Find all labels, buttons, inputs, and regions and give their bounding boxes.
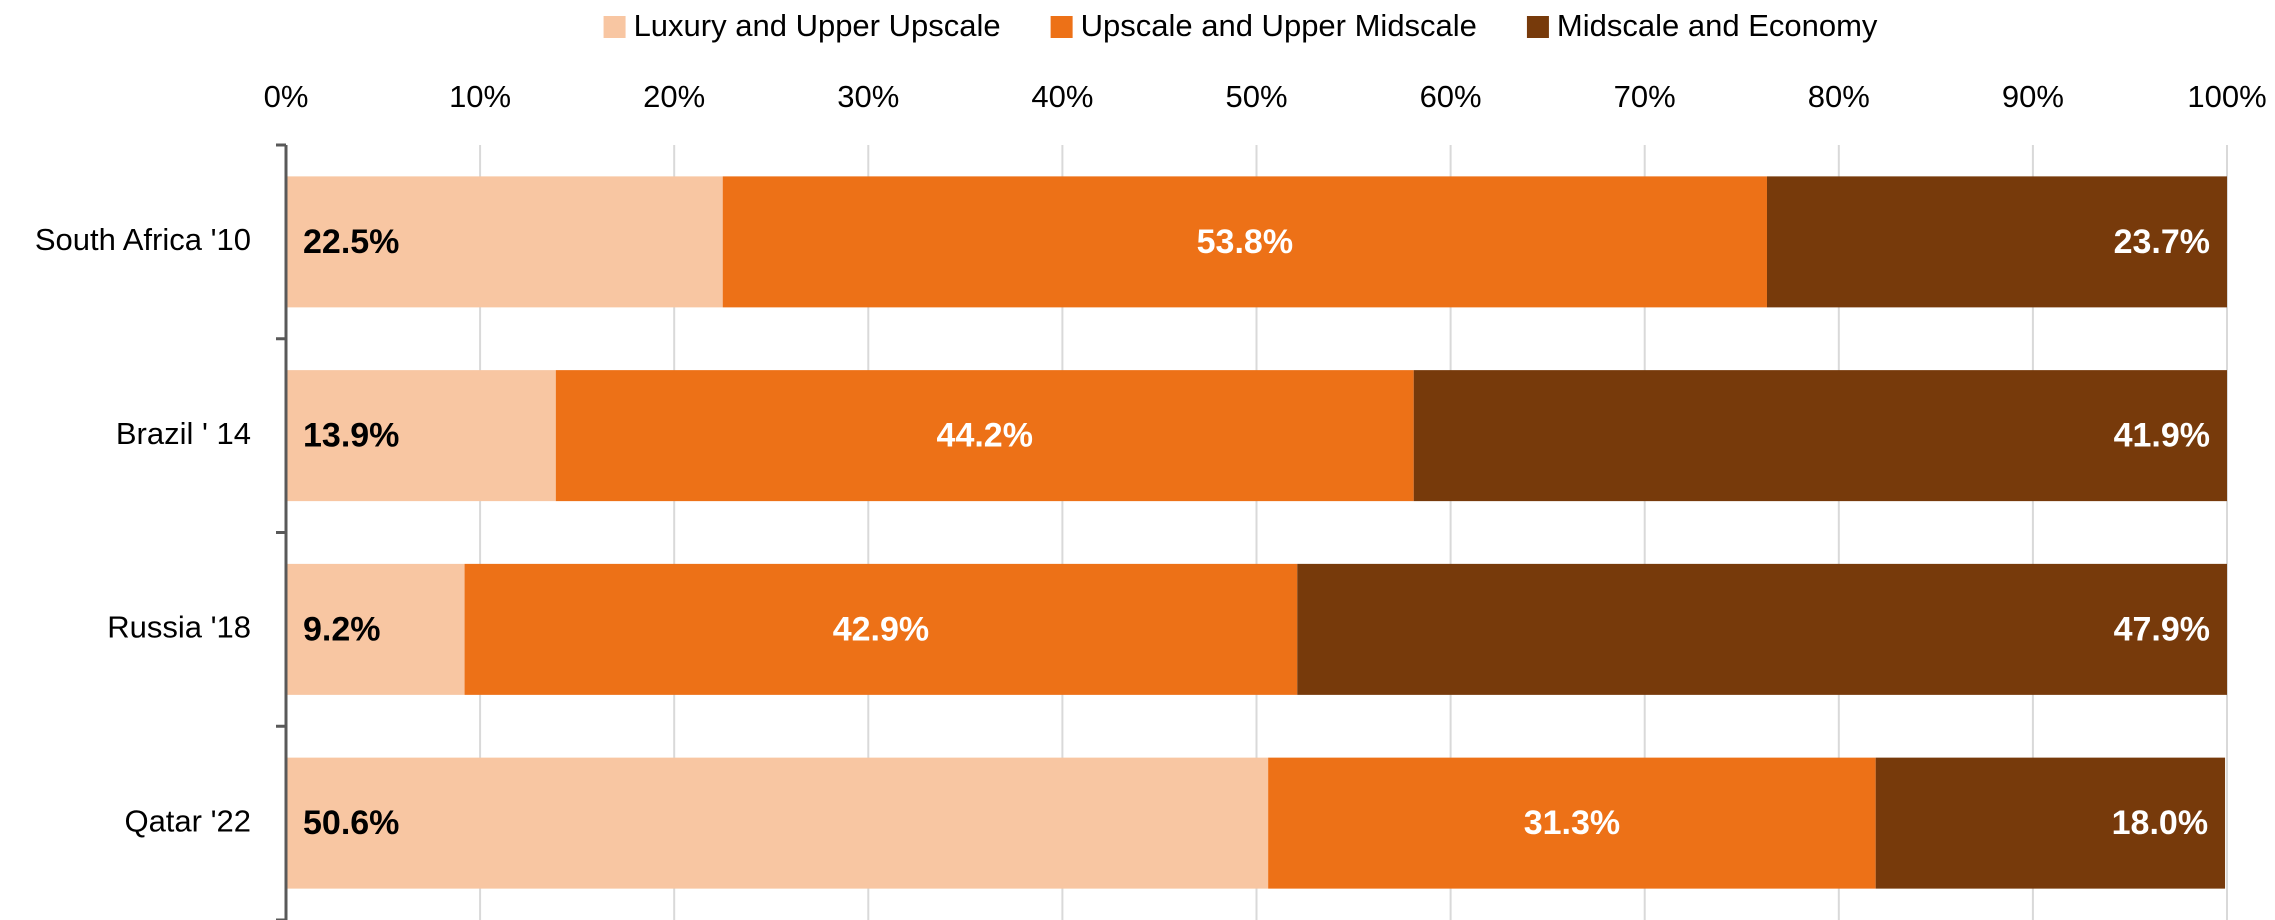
data-label: 42.9% [833,610,929,648]
legend-label: Midscale and Economy [1557,8,1878,43]
bar-segment [286,757,1269,889]
data-label: 23.7% [2114,223,2210,261]
data-label: 41.9% [2114,417,2210,455]
data-label: 53.8% [1197,223,1293,261]
legend-swatch [1526,16,1549,38]
y-tick-label: South Africa '10 [35,222,251,257]
y-tick-label: Brazil ' 14 [116,416,251,451]
bar-segment [464,563,1298,695]
x-tick-label: 50% [1225,79,1287,114]
bar-segment [286,563,465,695]
legend: Luxury and Upper Upscale Upscale and Uppe… [603,8,1878,43]
data-label: 22.5% [303,223,399,261]
legend-label: Upscale and Upper Midscale [1081,8,1477,43]
data-label: 47.9% [2114,610,2210,648]
x-tick-label: 0% [264,79,309,114]
legend-swatch [603,16,626,38]
bar-segment [286,370,556,502]
bar-segment [1413,370,2227,502]
bar-segment [722,176,1767,308]
x-tick-label: 70% [1614,79,1676,114]
legend-swatch [1050,16,1073,38]
x-tick-label: 40% [1031,79,1093,114]
bar-segment [1297,563,2227,695]
data-label: 13.9% [303,417,399,455]
legend-label: Luxury and Upper Upscale [634,8,1001,43]
data-label: 9.2% [303,610,381,648]
bar-segment [1875,757,2226,889]
data-label: 50.6% [303,804,399,842]
y-tick-label: Russia '18 [107,610,251,645]
data-label: 44.2% [937,417,1033,455]
x-tick-label: 100% [2187,79,2266,114]
y-tick-label: Qatar '22 [124,803,251,838]
bar-segment [1766,176,2227,308]
x-tick-label: 90% [2002,79,2064,114]
data-label: 18.0% [2112,804,2208,842]
x-tick-label: 10% [449,79,511,114]
x-tick-label: 60% [1420,79,1482,114]
x-tick-label: 20% [643,79,705,114]
bar-segment [1268,757,1876,889]
x-tick-label: 80% [1808,79,1870,114]
data-label: 31.3% [1524,804,1620,842]
bar-segment [286,176,723,308]
x-tick-label: 30% [837,79,899,114]
bar-segment [555,370,1414,502]
